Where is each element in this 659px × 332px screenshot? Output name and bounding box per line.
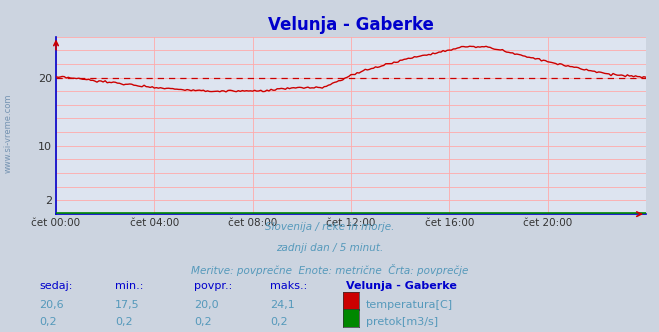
Text: 17,5: 17,5 [115, 300, 140, 310]
Text: min.:: min.: [115, 281, 144, 290]
Text: 0,2: 0,2 [115, 317, 133, 327]
Text: povpr.:: povpr.: [194, 281, 233, 290]
Text: 0,2: 0,2 [40, 317, 57, 327]
Text: sedaj:: sedaj: [40, 281, 73, 290]
Text: 24,1: 24,1 [270, 300, 295, 310]
Text: temperatura[C]: temperatura[C] [366, 300, 453, 310]
Text: maks.:: maks.: [270, 281, 308, 290]
Text: 20,6: 20,6 [40, 300, 64, 310]
Text: 0,2: 0,2 [270, 317, 288, 327]
Text: 0,2: 0,2 [194, 317, 212, 327]
Title: Velunja - Gaberke: Velunja - Gaberke [268, 16, 434, 34]
Text: Slovenija / reke in morje.: Slovenija / reke in morje. [265, 222, 394, 232]
Text: Velunja - Gaberke: Velunja - Gaberke [346, 281, 457, 290]
Text: 20,0: 20,0 [194, 300, 219, 310]
Text: zadnji dan / 5 minut.: zadnji dan / 5 minut. [276, 243, 383, 253]
Text: pretok[m3/s]: pretok[m3/s] [366, 317, 438, 327]
Text: Meritve: povprečne  Enote: metrične  Črta: povprečje: Meritve: povprečne Enote: metrične Črta:… [191, 264, 468, 276]
Text: www.si-vreme.com: www.si-vreme.com [3, 93, 13, 173]
